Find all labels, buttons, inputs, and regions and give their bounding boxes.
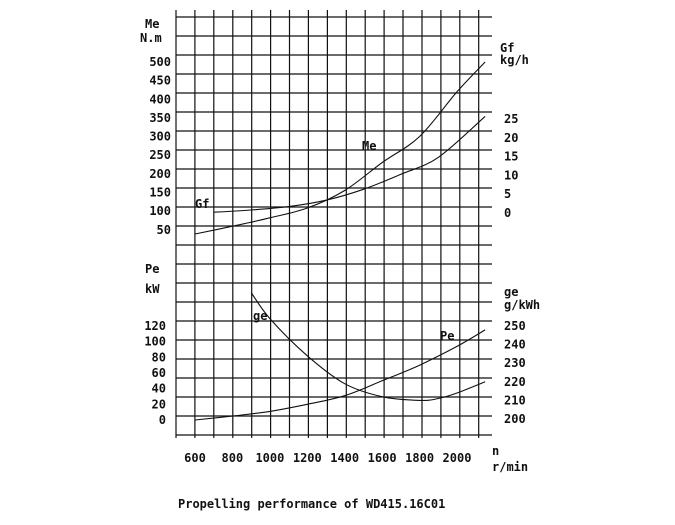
gf-tick-label: 20: [504, 131, 518, 145]
ge-tick-label: 210: [504, 393, 526, 407]
series-gf-label: Gf: [195, 197, 209, 211]
x-tick-label: 1200: [293, 451, 322, 465]
pe-axis-unit: kW: [145, 282, 160, 296]
gf-axis-unit: kg/h: [500, 53, 529, 67]
me-tick-label: 150: [149, 185, 171, 199]
series-me-label: Me: [362, 139, 376, 153]
me-tick-label: 500: [149, 55, 171, 69]
gf-tick-label: 0: [504, 206, 511, 220]
ge-axis-ticks: 200 210 220 230 240 250: [504, 319, 526, 426]
series-ge-line: [250, 292, 486, 402]
me-tick-label: 350: [149, 111, 171, 125]
series-pe-line: [194, 329, 486, 421]
pe-tick-label: 0: [159, 413, 166, 427]
me-tick-label: 300: [149, 130, 171, 144]
me-tick-label: 250: [149, 148, 171, 162]
series-gf-line: [213, 115, 486, 213]
ge-axis-unit: g/kWh: [504, 298, 540, 312]
series-pe-label: Pe: [440, 329, 454, 343]
chart-grid: [175, 10, 492, 438]
x-tick-label: 1000: [255, 451, 284, 465]
me-axis-ticks: 50 100 150 200 250 300 350 400 450 500: [149, 55, 171, 237]
pe-tick-label: 100: [144, 335, 166, 349]
ge-tick-label: 250: [504, 319, 526, 333]
gf-axis-ticks: 0 5 10 15 20 25: [504, 112, 518, 220]
x-tick-label: 600: [184, 451, 206, 465]
gf-tick-label: 5: [504, 187, 511, 201]
ge-axis-label: ge: [504, 285, 518, 299]
gf-axis-label: Gf: [500, 41, 514, 55]
gf-tick-label: 15: [504, 150, 518, 164]
pe-tick-label: 20: [152, 397, 166, 411]
x-axis-unit: r/min: [492, 460, 528, 474]
x-axis-label: n: [492, 444, 499, 458]
gf-tick-label: 25: [504, 112, 518, 126]
x-tick-label: 1400: [330, 451, 359, 465]
x-tick-label: 1800: [405, 451, 434, 465]
pe-tick-label: 40: [152, 382, 166, 396]
x-tick-label: 800: [222, 451, 244, 465]
me-axis-unit: N.m: [140, 31, 162, 45]
ge-tick-label: 200: [504, 412, 526, 426]
me-axis-label: Me: [145, 17, 159, 31]
x-axis-ticks: 600 800 1000 1200 1400 1600 1800 2000: [184, 451, 471, 465]
me-tick-label: 200: [149, 167, 171, 181]
me-tick-label: 450: [149, 74, 171, 88]
x-tick-label: 2000: [443, 451, 472, 465]
me-tick-label: 100: [149, 204, 171, 218]
ge-tick-label: 220: [504, 375, 526, 389]
series-me-line: [194, 61, 486, 235]
pe-tick-label: 60: [152, 366, 166, 380]
ge-tick-label: 230: [504, 356, 526, 370]
pe-tick-label: 120: [144, 319, 166, 333]
chart-title: Propelling performance of WD415.16C01: [178, 497, 445, 511]
gf-tick-label: 10: [504, 168, 518, 182]
pe-axis-label: Pe: [145, 262, 159, 276]
chart-curves: Me Gf Pe ge: [194, 61, 486, 421]
ge-tick-label: 240: [504, 338, 526, 352]
pe-tick-label: 80: [152, 350, 166, 364]
series-ge-label: ge: [253, 309, 267, 323]
me-tick-label: 400: [149, 92, 171, 106]
me-tick-label: 50: [157, 223, 171, 237]
x-tick-label: 1600: [368, 451, 397, 465]
